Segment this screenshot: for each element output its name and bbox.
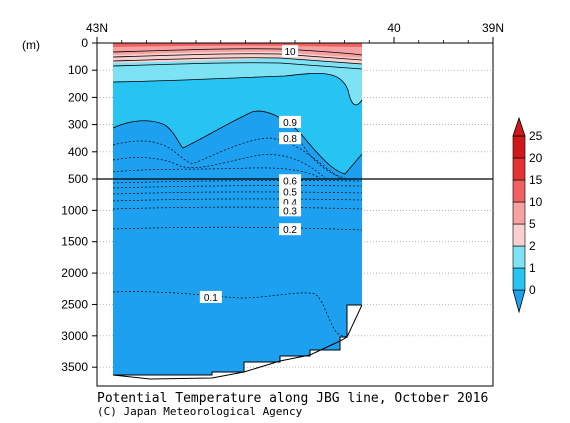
- x-axis-ticks: 43N 40 39N: [86, 21, 504, 43]
- x-tick-label: 39N: [482, 21, 504, 35]
- contour-label: 0.6: [283, 176, 297, 187]
- y-tick-label: 2500: [61, 297, 88, 311]
- deep-water-fill: [113, 179, 362, 375]
- colorbar-segment: [512, 267, 526, 291]
- y-tick-label: 200: [68, 90, 88, 104]
- colorbar-label: 20: [529, 151, 543, 165]
- contour-labels: 10 0.9 0.8 0.60.50.40.3 0.2 0.1: [199, 45, 302, 304]
- contour-label: 0.2: [283, 225, 297, 236]
- colorbar-segment: [512, 245, 526, 269]
- contour-label: 0.3: [283, 206, 297, 217]
- contour-label-bg: [279, 132, 302, 145]
- colorbar-segment: [512, 223, 526, 247]
- y-tick-label: 2000: [61, 266, 88, 280]
- colorbar-label: 0: [529, 283, 536, 297]
- contour-label-bg: [279, 185, 302, 198]
- colorbar-label: 25: [529, 129, 543, 143]
- contour-label: 0.1: [204, 293, 218, 304]
- y-tick-label: 300: [68, 118, 88, 132]
- copyright-text: (C) Japan Meteorological Agency: [97, 405, 303, 418]
- contour-label: 0.9: [283, 118, 297, 129]
- colorbar-label: 1: [529, 261, 536, 275]
- plot-frame: [96, 42, 494, 387]
- colorbar-segment: [512, 135, 526, 159]
- colorbar-label: 10: [529, 195, 543, 209]
- layer-10-15: [113, 43, 362, 58]
- colorbar-upper-arrow: [512, 116, 526, 137]
- layer-15-20: [113, 43, 362, 47]
- colorbar-segment: [512, 201, 526, 225]
- contour-label-bg: [279, 204, 302, 217]
- contour-label-bg: [282, 45, 299, 58]
- y-tick-label: 3000: [61, 329, 88, 343]
- upper-contours: [112, 48, 363, 175]
- contour-label: 0.8: [283, 134, 297, 145]
- x-tick-label: 43N: [86, 21, 108, 35]
- y-tick-label: 100: [68, 63, 88, 77]
- y-tick-label: 400: [68, 145, 88, 159]
- colorbar-label: 15: [529, 173, 543, 187]
- contour-label-bg: [199, 290, 222, 303]
- lower-dashed-contours: [112, 180, 363, 338]
- contour-label-bg: [279, 115, 302, 128]
- y-tick-label: 1000: [61, 203, 88, 217]
- chart-title: Potential Temperature along JBG line, Oc…: [97, 391, 488, 406]
- y-tick-label: 500: [68, 172, 88, 186]
- contour-label: 10: [284, 47, 296, 58]
- contour-label-bg: [279, 223, 302, 236]
- colorbar-label: 5: [529, 217, 536, 231]
- x-tick-label: 40: [387, 21, 401, 35]
- y-tick-label: 1500: [61, 235, 88, 249]
- upper-dashed-contours: [112, 137, 346, 179]
- y-tick-label: 3500: [61, 360, 88, 374]
- contour-label: 0.4: [283, 198, 297, 209]
- contour-label-bg: [279, 174, 302, 187]
- y-tick-label: 0: [81, 36, 88, 50]
- contour-label: 0.5: [283, 188, 297, 199]
- y-axis-unit-label: (m): [22, 38, 40, 52]
- colorbar-lower-arrow: [512, 289, 526, 314]
- colorbar-segment: [512, 179, 526, 203]
- colorbar-segment: [512, 157, 526, 181]
- y-axis-ticks: 0 100 200 300 400 500 1000 1500 2000 2500 3000 3500: [61, 36, 97, 374]
- colorbar-label: 2: [529, 239, 536, 253]
